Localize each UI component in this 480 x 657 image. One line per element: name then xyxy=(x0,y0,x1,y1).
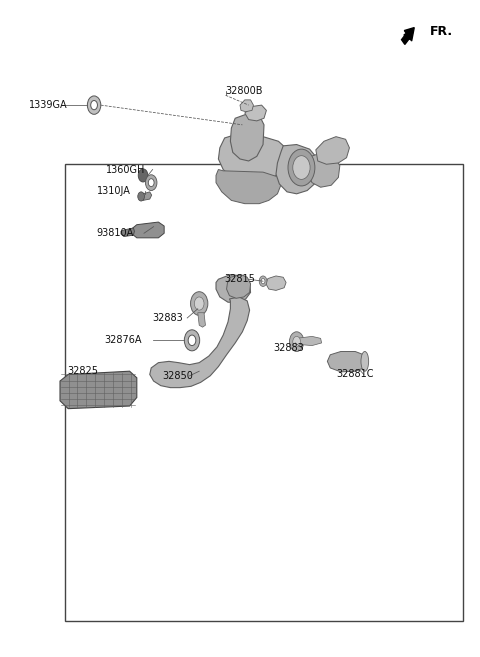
Circle shape xyxy=(288,149,315,186)
Circle shape xyxy=(261,279,265,284)
Text: 32881C: 32881C xyxy=(336,369,373,380)
Polygon shape xyxy=(276,145,319,194)
Polygon shape xyxy=(218,135,287,183)
Circle shape xyxy=(194,297,204,310)
Text: 1310JA: 1310JA xyxy=(97,185,131,196)
Polygon shape xyxy=(245,105,266,121)
Polygon shape xyxy=(240,100,253,112)
Text: 32883: 32883 xyxy=(153,313,183,323)
Text: 32850: 32850 xyxy=(162,371,193,381)
Circle shape xyxy=(259,276,267,286)
Circle shape xyxy=(138,169,148,182)
Polygon shape xyxy=(141,192,152,200)
Circle shape xyxy=(145,175,157,191)
Circle shape xyxy=(188,335,196,346)
Text: 1360GH: 1360GH xyxy=(106,164,145,175)
Text: 32883: 32883 xyxy=(274,343,304,353)
Circle shape xyxy=(184,330,200,351)
Bar xyxy=(65,164,463,621)
Polygon shape xyxy=(230,113,264,161)
Circle shape xyxy=(91,101,97,110)
FancyArrow shape xyxy=(402,28,414,45)
Circle shape xyxy=(148,179,154,187)
Circle shape xyxy=(293,336,300,347)
Text: 32876A: 32876A xyxy=(105,335,142,346)
Circle shape xyxy=(289,332,304,351)
Text: 1339GA: 1339GA xyxy=(29,100,67,110)
Polygon shape xyxy=(327,351,365,372)
Polygon shape xyxy=(216,275,251,302)
Polygon shape xyxy=(150,297,250,388)
Circle shape xyxy=(87,96,101,114)
Text: FR.: FR. xyxy=(430,25,453,38)
Polygon shape xyxy=(121,228,134,237)
Text: 32800B: 32800B xyxy=(226,85,263,96)
Polygon shape xyxy=(308,152,340,187)
Polygon shape xyxy=(132,222,164,238)
Text: 93810A: 93810A xyxy=(96,228,133,238)
Text: 32825: 32825 xyxy=(67,366,98,376)
Circle shape xyxy=(138,192,144,201)
Polygon shape xyxy=(216,170,281,204)
Polygon shape xyxy=(297,336,322,346)
Polygon shape xyxy=(316,137,349,164)
Polygon shape xyxy=(60,371,137,409)
Circle shape xyxy=(293,156,310,179)
Circle shape xyxy=(191,292,208,315)
Polygon shape xyxy=(266,276,286,290)
Text: 32815: 32815 xyxy=(225,274,255,284)
Ellipse shape xyxy=(361,351,369,371)
Polygon shape xyxy=(198,313,205,327)
Polygon shape xyxy=(227,275,251,298)
